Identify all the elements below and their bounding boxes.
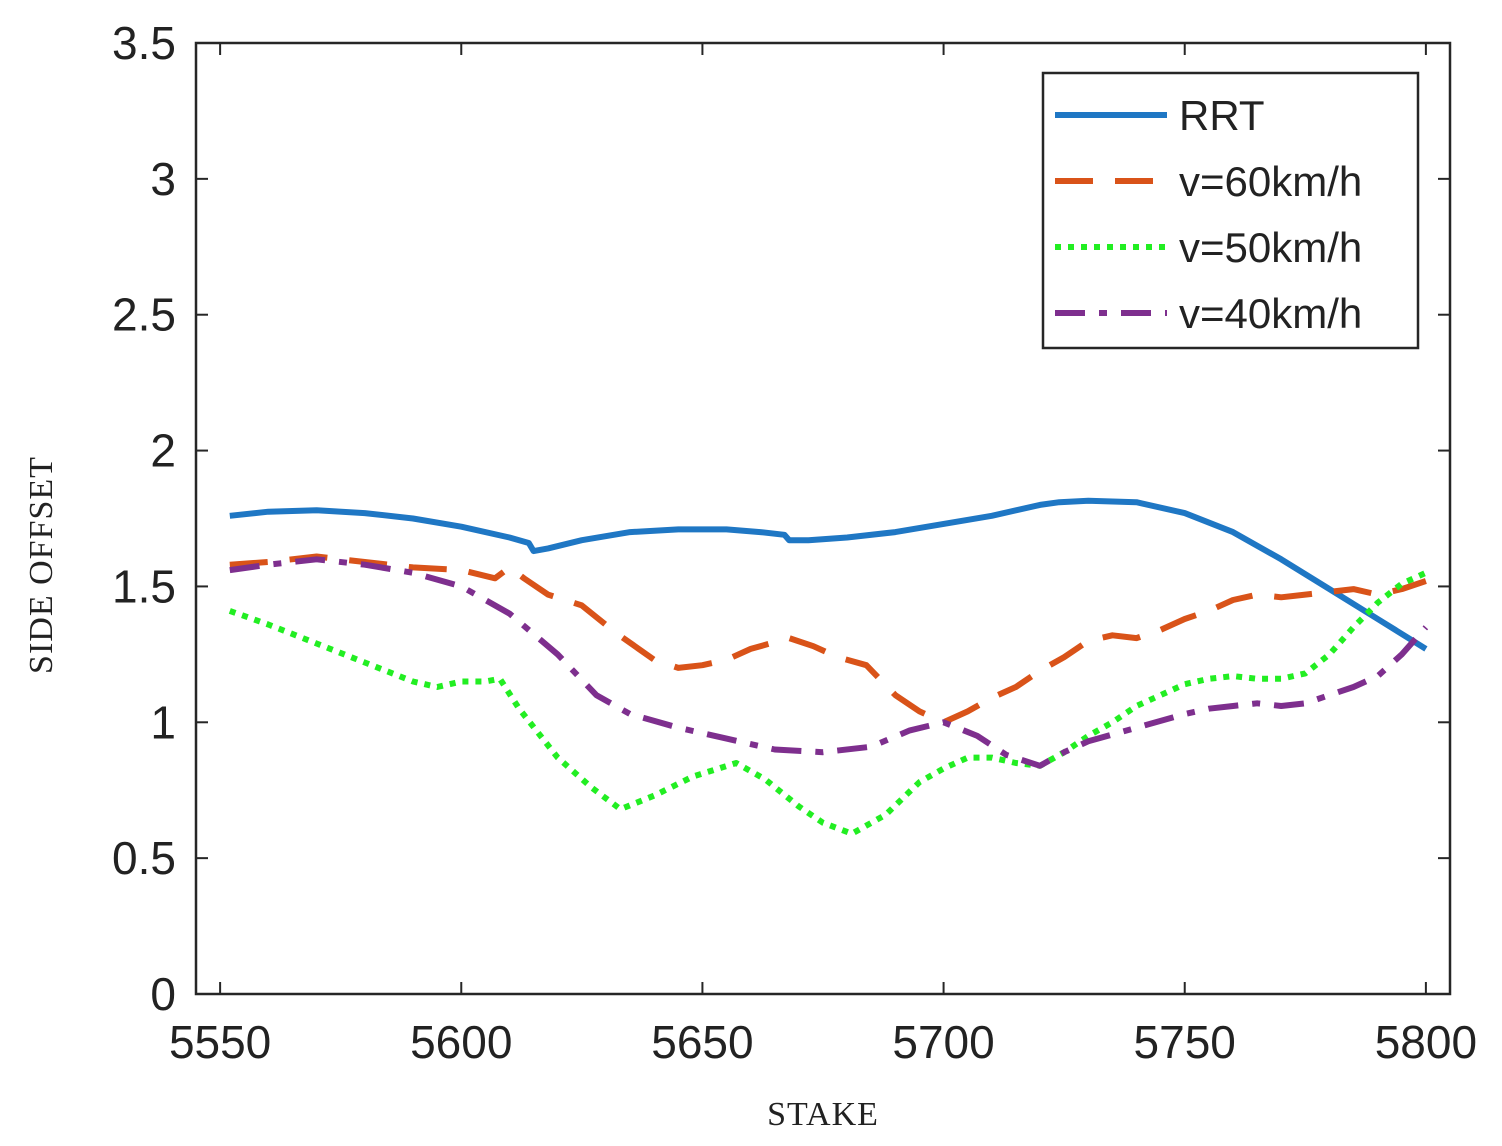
y-axis-label: SIDE OFFSET [23,456,60,674]
legend-box [1041,71,1420,350]
x-tick-label: 5650 [651,1016,753,1068]
y-tick-label: 2.5 [112,289,176,341]
series-line-v-50km-h [228,570,1428,837]
legend-label: v=40km/h [1179,290,1362,337]
y-tick-label: 1 [150,696,176,748]
legend-label: v=60km/h [1179,158,1362,205]
series-line-rrt [229,497,1428,652]
x-tick-label: 5700 [892,1016,994,1068]
x-tick-label: 5600 [410,1016,512,1068]
legend-label: RRT [1179,92,1265,139]
y-tick-label: 2 [150,425,176,477]
y-tick-label: 3.5 [112,17,176,69]
x-tick-label: 5750 [1134,1016,1236,1068]
y-tick-label: 3 [150,153,176,205]
y-tick-label: 0.5 [112,832,176,884]
series-line-v-60km-h [229,553,1427,726]
x-axis-ticks: 5550 5600 5650 5700 5750 5800 [169,43,1477,1068]
y-tick-label: 0 [150,968,176,1020]
series-layer [228,497,1429,837]
plot-frame [194,41,1452,996]
x-axis-label: STAKE [767,1096,879,1133]
y-axis-ticks: 0 0.5 1 1.5 2 2.5 3 3.5 [112,17,1450,1020]
y-tick-label: 1.5 [112,560,176,612]
x-tick-label: 5550 [169,1016,271,1068]
legend-entries: RRT v=60km/h v=50km/h v=40km/h [1055,92,1362,337]
legend-label: v=50km/h [1179,224,1362,271]
x-tick-label: 5800 [1375,1016,1477,1068]
legend: RRT v=60km/h v=50km/h v=40km/h [1041,71,1420,350]
series-line-v-40km-h [229,556,1429,769]
